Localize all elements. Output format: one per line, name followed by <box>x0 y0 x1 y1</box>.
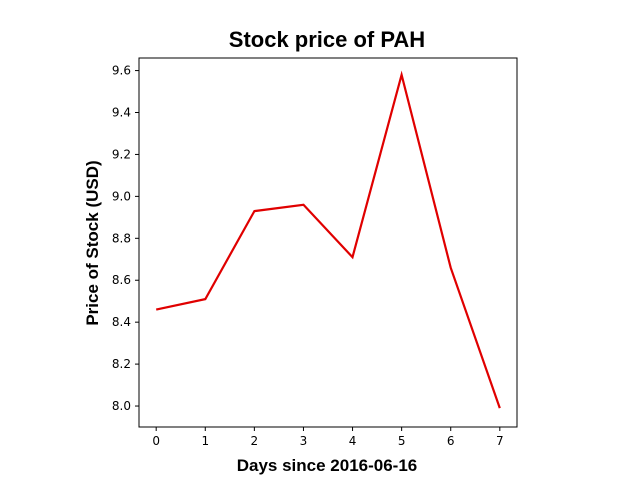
y-tick-label: 8.6 <box>112 273 131 287</box>
y-tick-label: 8.8 <box>112 231 131 245</box>
y-tick-label: 9.0 <box>112 189 131 203</box>
x-tick-label: 1 <box>201 434 209 448</box>
y-tick-label: 8.4 <box>112 315 131 329</box>
axes-frame <box>138 57 518 428</box>
y-tick-label: 9.6 <box>112 64 131 78</box>
x-tick-label: 0 <box>152 434 160 448</box>
y-tick-label: 8.2 <box>112 357 131 371</box>
plot-area: 0 1 2 3 4 5 6 7 8.0 8.2 8.4 8.6 8.8 9.0 9.2 9.4 9.6 <box>112 57 518 448</box>
x-tick-label: 7 <box>496 434 504 448</box>
x-tick-label: 6 <box>447 434 455 448</box>
x-axis-label: Days since 2016-06-16 <box>237 456 418 475</box>
x-tick-label: 5 <box>398 434 406 448</box>
x-tick-label: 3 <box>300 434 308 448</box>
x-tick-label: 4 <box>349 434 357 448</box>
y-axis-label: Price of Stock (USD) <box>83 160 102 325</box>
y-tick-label: 9.4 <box>112 106 131 120</box>
y-tick-label: 9.2 <box>112 147 131 161</box>
series-line <box>155 70 501 409</box>
y-tick-label: 8.0 <box>112 399 131 413</box>
x-tick-label: 2 <box>251 434 259 448</box>
chart-title: Stock price of PAH <box>229 27 425 52</box>
